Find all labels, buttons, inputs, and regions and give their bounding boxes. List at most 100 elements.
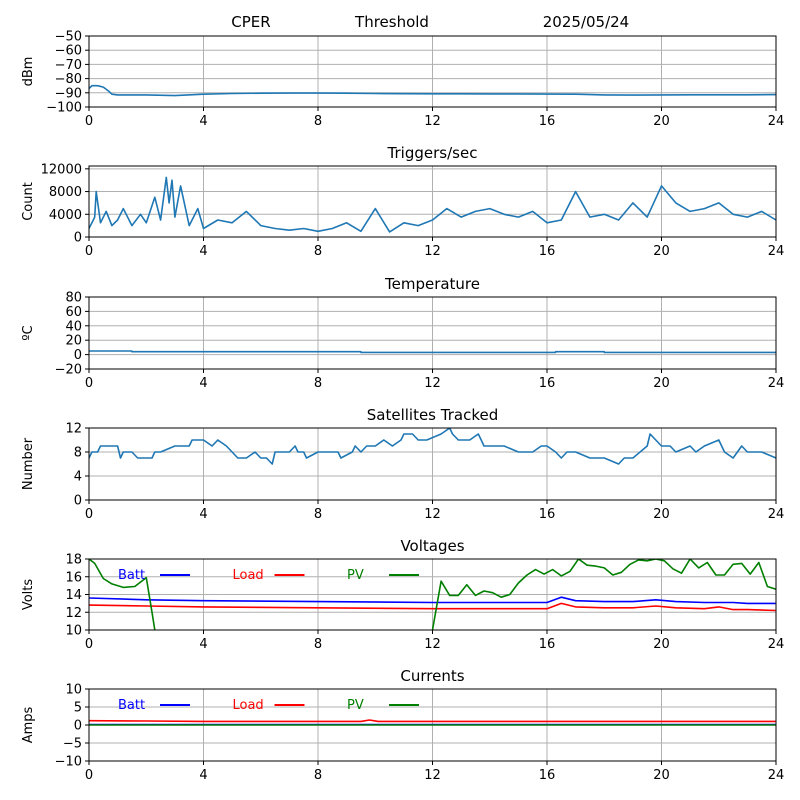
x-tick-label: 20 — [653, 244, 670, 259]
x-tick-label: 8 — [314, 376, 322, 391]
x-tick-label: 20 — [653, 507, 670, 522]
header-date: 2025/05/24 — [543, 13, 629, 31]
y-tick-label: 10 — [65, 683, 82, 698]
x-tick-label: 0 — [85, 768, 93, 783]
y-tick-label: 20 — [65, 334, 82, 349]
x-tick-label: 0 — [85, 507, 93, 522]
x-tick-label: 16 — [539, 507, 556, 522]
y-tick-label: 10 — [65, 624, 82, 639]
y-tick-label: −10 — [55, 755, 82, 770]
y-tick-label: −70 — [55, 58, 82, 73]
legend-label-pv: PV — [347, 698, 364, 713]
series-line-temperature-main-0 — [89, 350, 776, 354]
series-line-threshold-main-0 — [89, 84, 776, 97]
y-axis-label-satellites: Number — [21, 437, 36, 490]
x-tick-label: 16 — [539, 768, 556, 783]
series-line-voltages-batt-0 — [89, 596, 776, 605]
legend-label-batt: Batt — [118, 698, 145, 713]
x-tick-label: 8 — [314, 768, 322, 783]
y-tick-label: −80 — [55, 72, 82, 87]
y-axis-label-currents: Amps — [21, 706, 36, 743]
y-tick-label: 80 — [65, 291, 82, 306]
y-tick-label: 14 — [65, 588, 82, 603]
x-tick-label: 12 — [424, 114, 441, 129]
series-line-voltages-load-1 — [89, 602, 776, 612]
x-tick-label: 4 — [199, 244, 207, 259]
x-tick-label: 12 — [424, 376, 441, 391]
y-tick-label: −50 — [55, 30, 82, 45]
x-tick-label: 20 — [653, 768, 670, 783]
x-tick-label: 8 — [314, 507, 322, 522]
chart-voltages: 0 4 8 12 16 20 24 10 12 14 16 18 Voltages Volts Batt Lo… — [21, 537, 784, 652]
y-tick-label: −5 — [63, 737, 82, 752]
y-tick-label: 0 — [74, 231, 82, 246]
y-tick-label: −20 — [55, 363, 82, 378]
chart-satellites: 0 4 8 12 16 20 24 0 4 8 12 Satellites Tracked Number — [21, 406, 784, 522]
y-axis-label-triggers: Count — [21, 182, 36, 221]
y-tick-label: 4 — [74, 470, 82, 485]
y-tick-label: 8 — [74, 446, 82, 461]
x-tick-label: 16 — [539, 376, 556, 391]
y-tick-label: −60 — [55, 44, 82, 59]
x-tick-label: 24 — [768, 768, 785, 783]
y-axis-label-temperature: ºC — [21, 325, 36, 340]
chart-title-voltages: Voltages — [400, 537, 464, 555]
x-tick-label: 12 — [424, 244, 441, 259]
x-tick-label: 24 — [768, 507, 785, 522]
x-tick-label: 4 — [199, 114, 207, 129]
chart-currents: 0 4 8 12 16 20 24 −10 −5 0 5 10 Currents Amps Batt Load… — [21, 667, 784, 783]
series-line-voltages-pv-2 — [89, 559, 156, 630]
y-tick-label: 8000 — [49, 185, 82, 200]
x-tick-label: 4 — [199, 507, 207, 522]
y-tick-label: 40 — [65, 319, 82, 334]
series-line-satellites-main-0 — [89, 428, 776, 465]
chart-title-temperature: Temperature — [384, 275, 480, 293]
x-tick-label: 20 — [653, 637, 670, 652]
x-tick-label: 4 — [199, 768, 207, 783]
chart-title-satellites: Satellites Tracked — [367, 406, 498, 424]
x-tick-label: 20 — [653, 114, 670, 129]
x-tick-label: 24 — [768, 244, 785, 259]
x-tick-label: 24 — [768, 637, 785, 652]
y-tick-label: 18 — [65, 553, 82, 568]
x-tick-label: 0 — [85, 244, 93, 259]
y-tick-label: 16 — [65, 570, 82, 585]
x-tick-label: 20 — [653, 376, 670, 391]
x-tick-label: 8 — [314, 244, 322, 259]
y-tick-label: 0 — [74, 719, 82, 734]
x-tick-label: 4 — [199, 637, 207, 652]
chart-threshold: 0 4 8 12 16 20 24 −100−90−80−70−60−50 dBm — [21, 30, 784, 130]
y-tick-label: 60 — [65, 305, 82, 320]
series-line-voltages-pv-3 — [431, 559, 776, 630]
x-tick-label: 4 — [199, 376, 207, 391]
chart-triggers: 0 4 8 12 16 20 24 0 4000 8000 12000 Triggers/sec Cou… — [21, 144, 784, 259]
y-axis-label-threshold: dBm — [21, 57, 36, 87]
y-tick-label: −90 — [55, 86, 82, 101]
series-line-triggers-main-0 — [89, 176, 776, 233]
x-tick-label: 16 — [539, 637, 556, 652]
figure-header: CPER Threshold 2025/05/24 — [231, 13, 629, 31]
y-tick-label: 5 — [74, 701, 82, 716]
x-tick-label: 0 — [85, 114, 93, 129]
y-tick-label: 12 — [65, 422, 82, 437]
x-tick-label: 12 — [424, 637, 441, 652]
x-tick-label: 0 — [85, 637, 93, 652]
y-tick-label: −100 — [46, 101, 82, 116]
chart-title-triggers: Triggers/sec — [387, 144, 478, 162]
x-tick-label: 16 — [539, 114, 556, 129]
x-tick-label: 16 — [539, 244, 556, 259]
x-tick-label: 24 — [768, 114, 785, 129]
legend-label-pv: PV — [347, 568, 364, 583]
chart-title-currents: Currents — [400, 667, 464, 685]
y-tick-label: 12000 — [41, 162, 82, 177]
x-tick-label: 24 — [768, 376, 785, 391]
y-tick-label: 0 — [74, 348, 82, 363]
y-tick-label: 0 — [74, 494, 82, 509]
x-tick-label: 0 — [85, 376, 93, 391]
header-label: Threshold — [354, 13, 429, 31]
legend-label-load: Load — [233, 568, 264, 583]
x-tick-label: 12 — [424, 768, 441, 783]
